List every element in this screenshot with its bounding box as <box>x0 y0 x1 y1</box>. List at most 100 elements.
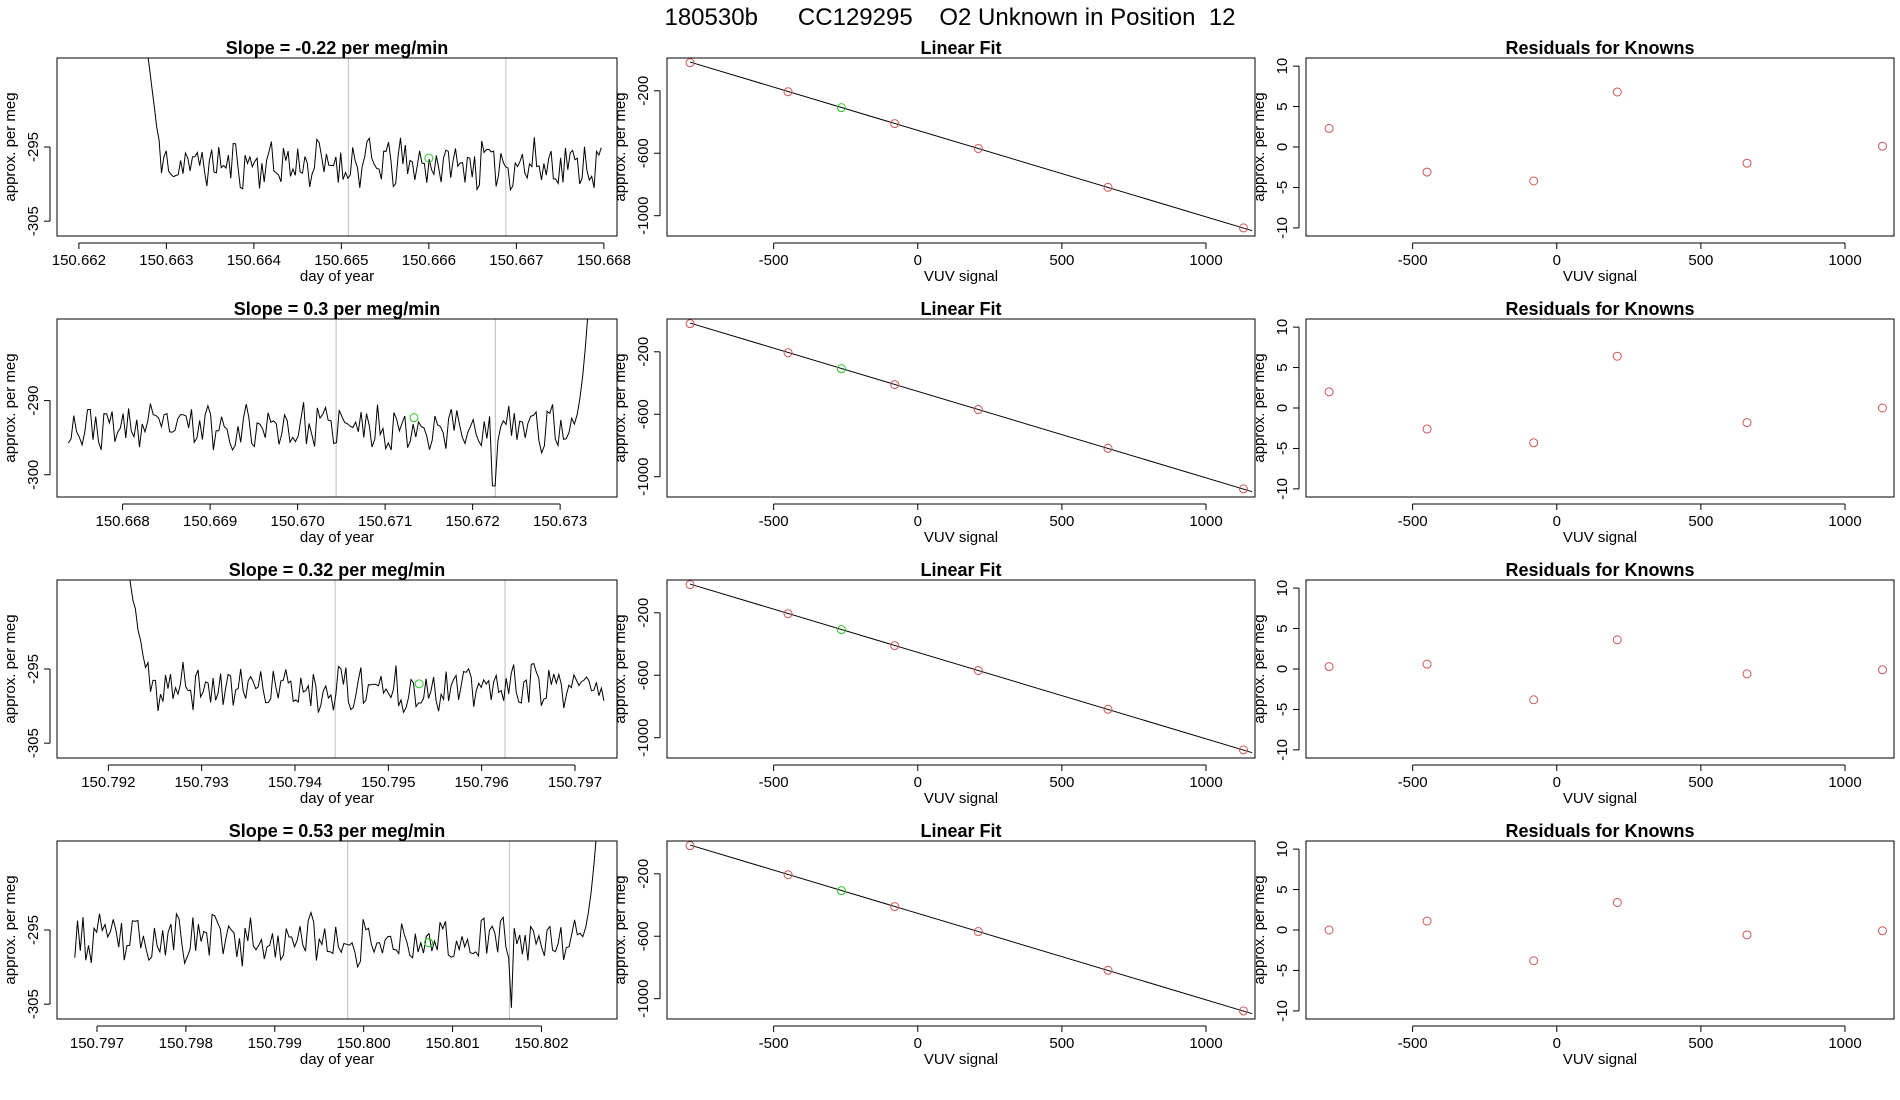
known-point <box>1612 87 1622 97</box>
x-tick-label: 500 <box>1688 774 1713 791</box>
known-point <box>685 580 695 590</box>
unknown-point <box>409 413 419 423</box>
plot-frame <box>56 57 618 237</box>
x-tick-label: 150.668 <box>96 513 150 530</box>
panel-row-4-residuals: Residuals for Knowns -500 0 500 1000 VUV sign… <box>1251 821 1895 1068</box>
x-axis-label: VUV signal <box>924 268 998 285</box>
x-axis-label: day of year <box>300 790 374 807</box>
y-axis-label: approx. per meg <box>2 92 19 201</box>
y-tick-label: 0 <box>1274 404 1291 412</box>
fit-line <box>689 322 1253 493</box>
known-point <box>973 927 983 937</box>
panel-title: Residuals for Knowns <box>1505 299 1694 319</box>
x-axis-label: VUV signal <box>924 529 998 546</box>
y-axis-label: approx. per meg <box>1251 92 1268 201</box>
x-tick-label: 500 <box>1049 252 1074 269</box>
plot-frame <box>666 579 1256 759</box>
y-tick-label: 10 <box>1274 319 1291 336</box>
x-tick-label: 1000 <box>1828 252 1861 269</box>
known-point <box>685 58 695 68</box>
x-tick-label: 150.792 <box>81 774 135 791</box>
x-tick-label: 150.662 <box>52 252 106 269</box>
known-point <box>1742 158 1752 168</box>
known-point <box>1324 925 1334 935</box>
x-tick-label: 150.797 <box>70 1035 124 1052</box>
x-axis-label: day of year <box>300 268 374 285</box>
x-tick-label: -500 <box>1398 252 1428 269</box>
x-tick-label: 1000 <box>1189 774 1222 791</box>
known-point <box>1103 965 1113 975</box>
x-tick-label: 500 <box>1688 1035 1713 1052</box>
known-point <box>783 348 793 358</box>
x-tick-label: 1000 <box>1189 1035 1222 1052</box>
fit-line <box>689 61 1253 232</box>
y-tick-label: 0 <box>1274 665 1291 673</box>
y-axis-label: approx. per meg <box>612 875 629 984</box>
plot-frame <box>666 57 1256 237</box>
y-tick-label: -200 <box>635 859 652 889</box>
y-axis-label: approx. per meg <box>1251 875 1268 984</box>
y-tick-label: 0 <box>1274 926 1291 934</box>
x-tick-label: 150.801 <box>425 1035 479 1052</box>
known-point <box>890 641 900 651</box>
x-tick-label: 150.668 <box>577 252 631 269</box>
x-tick-label: 150.799 <box>248 1035 302 1052</box>
panel-row-4-time-series: Slope = 0.53 per meg/min 150.797 150.798 15… <box>2 821 618 1068</box>
panel-title: Residuals for Knowns <box>1505 821 1694 841</box>
y-tick-label: -600 <box>635 138 652 168</box>
x-tick-label: 150.800 <box>337 1035 391 1052</box>
known-point <box>1877 403 1887 413</box>
panel-title: Linear Fit <box>920 821 1001 841</box>
x-axis-label: VUV signal <box>1563 1051 1637 1068</box>
x-tick-label: 0 <box>1553 1035 1561 1052</box>
y-tick-label: 10 <box>1274 580 1291 597</box>
panel-row-2-residuals: Residuals for Knowns -500 0 500 1000 VUV sign… <box>1251 299 1895 546</box>
x-tick-label: -500 <box>1398 513 1428 530</box>
x-tick-label: 0 <box>914 252 922 269</box>
known-point <box>1238 1006 1248 1016</box>
y-axis-label: approx. per meg <box>2 875 19 984</box>
x-tick-label: 1000 <box>1189 252 1222 269</box>
x-tick-label: 500 <box>1049 774 1074 791</box>
known-point <box>1422 424 1432 434</box>
known-point <box>1529 956 1539 966</box>
y-tick-label: -200 <box>635 76 652 106</box>
x-tick-label: -500 <box>759 774 789 791</box>
x-tick-label: 150.667 <box>489 252 543 269</box>
x-tick-label: 1000 <box>1828 1035 1861 1052</box>
y-tick-label: -600 <box>635 921 652 951</box>
x-tick-label: 0 <box>914 1035 922 1052</box>
panel-row-3-residuals: Residuals for Knowns -500 0 500 1000 VUV sign… <box>1251 560 1895 807</box>
fit-line <box>689 583 1253 754</box>
panel-row-1-time-series: Slope = -0.22 per meg/min 150.662 150.663 1… <box>2 38 631 285</box>
x-tick-label: 500 <box>1688 513 1713 530</box>
known-point <box>1529 695 1539 705</box>
y-tick-label: -1000 <box>635 458 652 496</box>
x-tick-label: -500 <box>759 252 789 269</box>
x-tick-label: 500 <box>1049 1035 1074 1052</box>
y-tick-label: 10 <box>1274 58 1291 75</box>
known-point <box>1529 438 1539 448</box>
y-tick-label: -295 <box>25 654 42 684</box>
x-tick-label: 150.802 <box>514 1035 568 1052</box>
known-point <box>1742 669 1752 679</box>
y-tick-label: -10 <box>1274 1000 1291 1022</box>
x-axis-label: VUV signal <box>924 790 998 807</box>
known-point <box>1612 897 1622 907</box>
x-tick-label: 150.666 <box>402 252 456 269</box>
known-point <box>1422 659 1432 669</box>
known-point <box>973 144 983 154</box>
y-tick-label: 5 <box>1274 624 1291 632</box>
plot-frame <box>666 840 1256 1020</box>
known-point <box>1877 926 1887 936</box>
y-tick-label: -600 <box>635 399 652 429</box>
panel-title: Residuals for Knowns <box>1505 38 1694 58</box>
y-tick-label: -200 <box>635 337 652 367</box>
trace-line <box>147 58 602 192</box>
plot-frame <box>1305 840 1895 1020</box>
known-point <box>1238 484 1248 494</box>
known-point <box>1742 930 1752 940</box>
x-tick-label: 150.797 <box>548 774 602 791</box>
x-tick-label: -500 <box>759 1035 789 1052</box>
known-point <box>890 119 900 129</box>
